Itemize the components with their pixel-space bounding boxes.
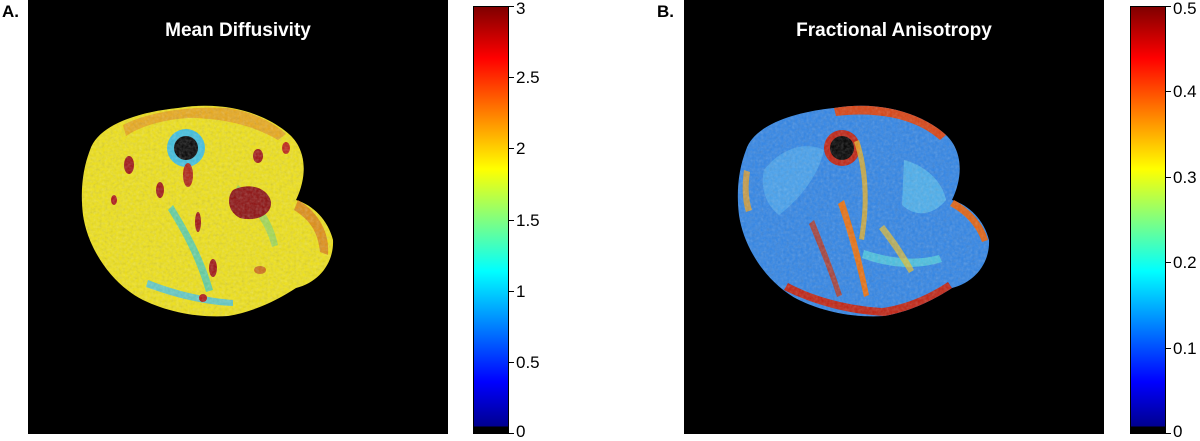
fractional-anisotropy-title: Fractional Anisotropy xyxy=(796,20,992,41)
colorbar-tick-label: 0 xyxy=(516,422,526,441)
colorbar-tick-label: 2.5 xyxy=(516,68,540,88)
colorbar-tick-label: 0.5 xyxy=(516,352,540,372)
colorbar-tick-mark xyxy=(509,148,514,150)
fractional-anisotropy-image xyxy=(737,105,990,317)
fractional-anisotropy-map: Fractional Anisotropy xyxy=(684,0,1104,434)
mean-diffusivity-image xyxy=(81,105,334,317)
mean-diffusivity-title: Mean Diffusivity xyxy=(165,20,311,41)
colorbar-tick-mark xyxy=(1166,176,1171,178)
colorbar-tick-mark xyxy=(1166,347,1171,349)
colorbar-tick-mark xyxy=(509,433,514,434)
colorbar-tick-label: 2 xyxy=(516,139,526,159)
colorbar-tick-mark xyxy=(509,6,514,7)
mean-diffusivity-map: Mean Diffusivity xyxy=(28,0,448,434)
colorbar-tick-mark xyxy=(509,290,514,292)
colorbar-tick-mark xyxy=(1166,262,1171,264)
panel-a-label: A. xyxy=(2,2,19,21)
colorbar-tick-mark xyxy=(509,361,514,363)
panel-b-label: B. xyxy=(657,2,674,21)
colorbar-tick-mark xyxy=(1166,91,1171,93)
colorbar-tick-label: 3 xyxy=(516,0,526,18)
fractional-anisotropy-colorbar xyxy=(1130,6,1166,434)
colorbar-tick-mark xyxy=(1166,433,1171,434)
colorbar-tick-mark xyxy=(1166,6,1171,7)
colorbar-tick-label: 0.3 xyxy=(1173,167,1197,187)
colorbar-tick-label: 0.4 xyxy=(1173,82,1197,102)
colorbar-tick-label: 0.2 xyxy=(1173,253,1197,273)
mean-diffusivity-colorbar xyxy=(473,6,509,434)
colorbar-tick-label: 0.5 xyxy=(1173,0,1197,18)
colorbar-tick-label: 0.1 xyxy=(1173,338,1197,358)
colorbar-tick-mark xyxy=(509,77,514,79)
colorbar-tick-label: 0 xyxy=(1173,422,1183,441)
colorbar-tick-label: 1.5 xyxy=(516,210,540,230)
colorbar-tick-mark xyxy=(509,219,514,221)
colorbar-tick-label: 1 xyxy=(516,281,526,301)
